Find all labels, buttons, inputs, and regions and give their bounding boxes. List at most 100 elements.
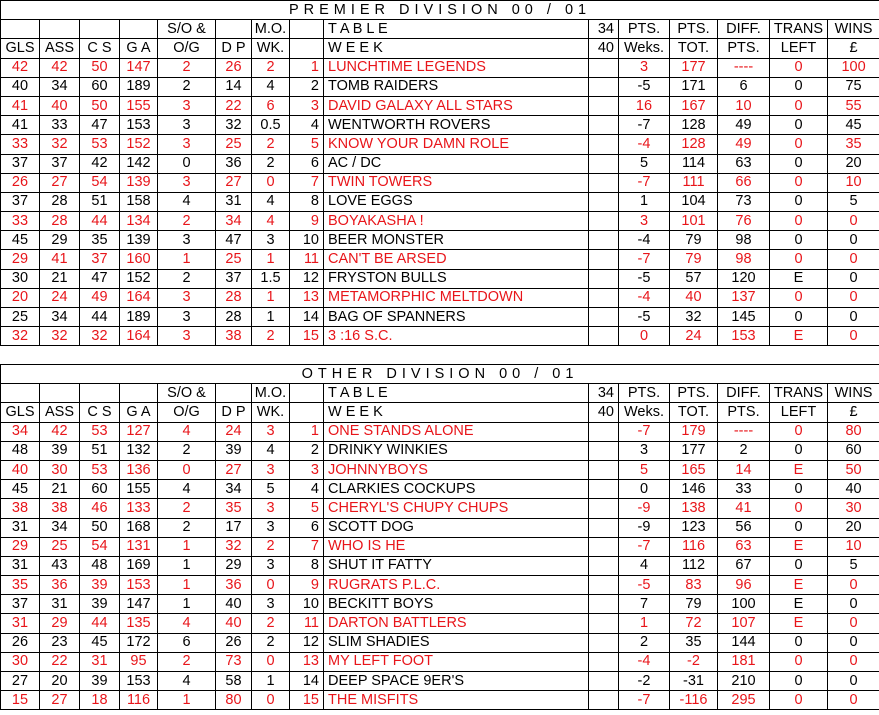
- goals-against-cell: 164: [119, 287, 158, 309]
- blank-cell: [588, 153, 619, 174]
- total-points-cell: 177: [669, 57, 718, 78]
- goals-against-cell: 116: [119, 690, 158, 711]
- week-points-cell: -5: [618, 268, 670, 289]
- transfers-left-cell: 0: [769, 498, 828, 519]
- blank-cell: [588, 440, 619, 461]
- column-header: PTS.: [669, 19, 718, 40]
- clean-sheets-cell: 50: [79, 517, 120, 538]
- clean-sheets-cell: 32: [79, 326, 120, 347]
- blank-cell: [588, 517, 619, 538]
- winnings-cell: 0: [826, 230, 879, 251]
- assists-cell: 25: [39, 536, 80, 557]
- table-row: 41 33 47 153 3 32 0.5 4 WENTWORTH ROVERS -7 128 49 0…: [0, 115, 879, 136]
- goals-against-cell: 155: [119, 479, 158, 500]
- week-points-cell: 0: [618, 326, 670, 347]
- assists-cell: 22: [39, 651, 80, 673]
- transfers-left-cell: 0: [769, 211, 828, 232]
- column-header: T A B L E: [323, 383, 589, 404]
- total-points-cell: -31: [669, 670, 718, 692]
- goals-against-cell: 139: [119, 230, 158, 251]
- table-row: 31 34 50 168 2 17 3 6 SCOTT DOG -9 123 56 0 20: [0, 517, 879, 538]
- mo-week-cell: 1.5: [251, 268, 290, 289]
- column-header: DIFF.: [717, 383, 770, 404]
- sending-off-own-goal-cell: 3: [157, 172, 216, 193]
- team-name-cell: BEER MONSTER: [323, 230, 589, 251]
- division-title: PREMIER DIVISION 00 / 01: [0, 0, 879, 21]
- assists-cell: 31: [39, 594, 80, 615]
- mo-week-cell: 1: [251, 670, 290, 692]
- assists-cell: 34: [39, 76, 80, 97]
- assists-cell: 23: [39, 632, 80, 653]
- clean-sheets-cell: 50: [79, 57, 120, 78]
- column-header: GLS: [0, 402, 40, 423]
- difference-cell: 63: [717, 153, 770, 174]
- column-header: [215, 19, 252, 40]
- sending-off-own-goal-cell: 1: [157, 536, 216, 557]
- mo-week-cell: 5: [251, 479, 290, 500]
- transfers-left-cell: E: [769, 326, 828, 347]
- goals-against-cell: 139: [119, 172, 158, 193]
- goals-against-cell: 152: [119, 268, 158, 289]
- column-header: [39, 383, 80, 404]
- column-header: LEFT: [769, 38, 828, 59]
- clean-sheets-cell: 44: [79, 613, 120, 634]
- table-row: 38 38 46 133 2 35 3 5 CHERYL'S CHUPY CHUPS -9 138 4…: [0, 498, 879, 519]
- column-header: [289, 38, 324, 59]
- table-row: 40 30 53 136 0 27 3 3 JOHNNYBOYS 5 165 14 E 50: [0, 459, 879, 481]
- mo-week-cell: 4: [251, 76, 290, 97]
- column-header: PTS.: [717, 402, 770, 423]
- column-header: PTS.: [717, 38, 770, 59]
- mo-week-cell: 2: [251, 613, 290, 634]
- week-points-cell: 5: [618, 153, 670, 174]
- column-header: S/O &: [157, 19, 216, 40]
- assists-cell: 21: [39, 268, 80, 289]
- difference-cell: 73: [717, 191, 770, 213]
- assists-cell: 37: [39, 153, 80, 174]
- team-name-cell: SHUT IT FATTY: [323, 555, 589, 577]
- blank-cell: [588, 172, 619, 193]
- difference-cell: 181: [717, 651, 770, 673]
- assists-cell: 34: [39, 306, 80, 328]
- difference-cell: 49: [717, 115, 770, 136]
- blank-cell: [588, 459, 619, 481]
- winnings-cell: 0: [826, 306, 879, 328]
- goals-against-cell: 133: [119, 498, 158, 519]
- total-points-cell: 116: [669, 536, 718, 557]
- transfers-left-cell: 0: [769, 690, 828, 711]
- clean-sheets-cell: 46: [79, 498, 120, 519]
- blank-cell: [588, 95, 619, 117]
- clean-sheets-cell: 53: [79, 134, 120, 155]
- winnings-cell: 0: [826, 287, 879, 309]
- column-header: D P: [215, 402, 252, 423]
- difference-cell: 145: [717, 306, 770, 328]
- position-cell: 14: [289, 306, 324, 328]
- difference-cell: 295: [717, 690, 770, 711]
- premier-division-sheet: PREMIER DIVISION 00 / 01 S/O & M.O. T A B L…: [0, 0, 879, 347]
- team-name-cell: BECKITT BOYS: [323, 594, 589, 615]
- blank-cell: [588, 670, 619, 692]
- position-cell: 3: [289, 459, 324, 481]
- total-points-cell: 32: [669, 306, 718, 328]
- week-points-cell: -7: [618, 421, 670, 442]
- blank-cell: [588, 594, 619, 615]
- mo-week-cell: 2: [251, 153, 290, 174]
- goals-against-cell: 95: [119, 651, 158, 673]
- table-row: 37 37 42 142 0 36 2 6 AC / DC 5 114 63 0 20: [0, 153, 879, 174]
- column-header: W E E K: [323, 402, 589, 423]
- difference-cell: 56: [717, 517, 770, 538]
- mo-week-cell: 4: [251, 440, 290, 461]
- goals-against-cell: 172: [119, 632, 158, 653]
- team-name-cell: DARTON BATTLERS: [323, 613, 589, 634]
- difference-cell: 100: [717, 594, 770, 615]
- blank-cell: [588, 211, 619, 232]
- column-header: PTS.: [618, 383, 670, 404]
- transfers-left-cell: 0: [769, 76, 828, 97]
- winnings-cell: 5: [826, 191, 879, 213]
- goals-cell: 26: [0, 632, 40, 653]
- total-points-cell: 72: [669, 613, 718, 634]
- position-cell: 14: [289, 670, 324, 692]
- difference-cell: ----: [717, 57, 770, 78]
- column-header: M.O.: [251, 19, 290, 40]
- table-row: 40 34 60 189 2 14 4 2 TOMB RAIDERS -5 171 6 0 75: [0, 76, 879, 97]
